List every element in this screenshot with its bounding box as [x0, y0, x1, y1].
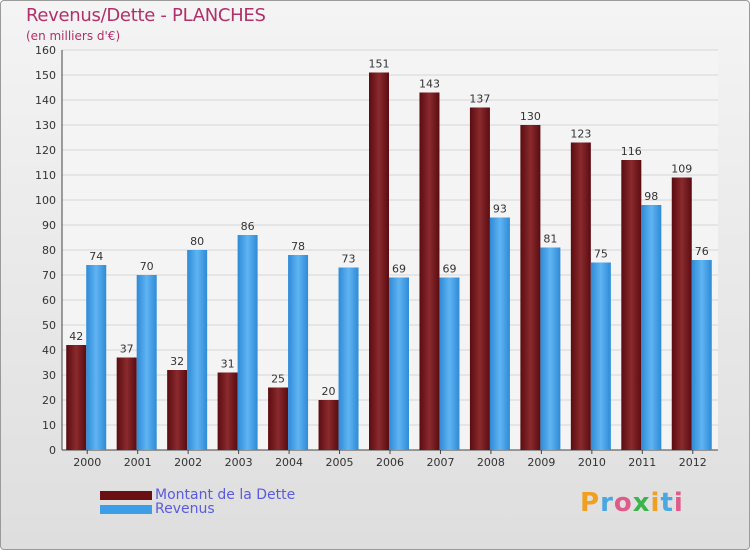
y-tick-label: 90: [42, 219, 56, 232]
x-tick-label: 2002: [174, 456, 202, 469]
value-label: 143: [419, 78, 440, 91]
legend-label-revenus: Revenus: [155, 501, 215, 517]
y-tick-label: 130: [35, 119, 56, 132]
bar-revenus: [187, 250, 208, 450]
bar-revenus: [489, 217, 510, 450]
value-label: 137: [469, 93, 490, 106]
bar-revenus: [439, 277, 460, 450]
value-label: 32: [170, 355, 184, 368]
legend-item-revenus: Revenus: [100, 501, 215, 517]
bar-revenus: [288, 255, 309, 450]
bar-dette: [419, 92, 440, 450]
bar-dette: [621, 160, 642, 450]
y-tick-label: 10: [42, 419, 56, 432]
bar-dette: [268, 387, 289, 450]
value-label: 78: [291, 240, 305, 253]
y-tick-label: 140: [35, 94, 56, 107]
x-tick-label: 2000: [73, 456, 101, 469]
logo-letter: t: [660, 488, 674, 518]
bar-dette: [167, 370, 188, 450]
x-tick-label: 2001: [124, 456, 152, 469]
value-label: 81: [543, 233, 557, 246]
bar-revenus: [691, 260, 712, 450]
bar-dette: [570, 142, 591, 450]
y-tick-label: 120: [35, 144, 56, 157]
value-label: 73: [342, 253, 356, 266]
value-label: 70: [140, 260, 154, 273]
bar-revenus: [641, 205, 662, 450]
value-label: 69: [392, 263, 406, 276]
x-tick-label: 2010: [578, 456, 606, 469]
value-label: 93: [493, 203, 507, 216]
y-tick-label: 70: [42, 269, 56, 282]
bar-revenus: [389, 277, 409, 450]
logo-letter: P: [580, 488, 601, 518]
value-label: 130: [520, 110, 541, 123]
y-tick-label: 30: [42, 369, 56, 382]
x-tick-label: 2006: [376, 456, 404, 469]
bar-dette: [217, 372, 238, 450]
bar-dette: [318, 400, 339, 450]
bar-dette: [116, 357, 137, 450]
bar-dette: [469, 107, 490, 450]
y-tick-label: 100: [35, 194, 56, 207]
value-label: 98: [644, 190, 658, 203]
x-tick-label: 2008: [477, 456, 505, 469]
y-tick-label: 110: [35, 169, 56, 182]
bar-dette: [520, 125, 541, 450]
x-tick-label: 2011: [628, 456, 656, 469]
value-label: 37: [120, 343, 134, 356]
proxiti-logo: Proxiti: [580, 488, 684, 518]
value-label: 25: [271, 373, 285, 386]
value-label: 123: [570, 128, 591, 141]
value-label: 31: [221, 358, 235, 371]
bar-dette: [671, 177, 692, 450]
value-label: 69: [442, 263, 456, 276]
bar-revenus: [590, 262, 611, 450]
y-tick-label: 20: [42, 394, 56, 407]
logo-letter: i: [673, 488, 684, 518]
x-tick-label: 2012: [679, 456, 707, 469]
value-label: 86: [241, 220, 255, 233]
bar-revenus: [338, 267, 359, 450]
legend-item-dette: Montant de la Dette: [100, 487, 295, 503]
value-label: 42: [69, 330, 83, 343]
logo-letter: x: [632, 488, 651, 518]
legend-swatch-dette: [100, 490, 152, 500]
x-tick-label: 2003: [225, 456, 253, 469]
value-label: 74: [89, 250, 103, 263]
y-tick-label: 50: [42, 319, 56, 332]
value-label: 20: [322, 385, 336, 398]
y-tick-label: 150: [35, 69, 56, 82]
y-tick-label: 60: [42, 294, 56, 307]
y-tick-label: 160: [35, 44, 56, 57]
x-tick-label: 2005: [326, 456, 354, 469]
logo-letter: r: [600, 488, 614, 518]
bar-revenus: [237, 235, 258, 450]
bar-revenus: [540, 247, 561, 450]
x-tick-label: 2007: [426, 456, 454, 469]
legend-swatch-revenus: [100, 504, 152, 514]
value-label: 116: [621, 145, 642, 158]
value-label: 76: [695, 245, 709, 258]
legend-label-dette: Montant de la Dette: [155, 487, 296, 503]
value-label: 75: [594, 248, 608, 261]
y-tick-label: 40: [42, 344, 56, 357]
x-tick-label: 2004: [275, 456, 303, 469]
bar-revenus: [86, 265, 107, 450]
y-tick-label: 80: [42, 244, 56, 257]
bar-revenus: [136, 275, 157, 450]
value-label: 151: [369, 58, 390, 71]
bar-dette: [66, 345, 87, 450]
logo-letter: i: [650, 488, 661, 518]
logo-letter: o: [613, 488, 633, 518]
chart-title: Revenus/Dette - PLANCHES: [26, 5, 266, 26]
x-tick-label: 2009: [527, 456, 555, 469]
y-tick-label: 0: [49, 444, 56, 457]
chart-subtitle: (en milliers d'€): [26, 29, 121, 43]
bar-dette: [369, 72, 389, 450]
value-label: 109: [671, 163, 692, 176]
value-label: 80: [190, 235, 204, 248]
